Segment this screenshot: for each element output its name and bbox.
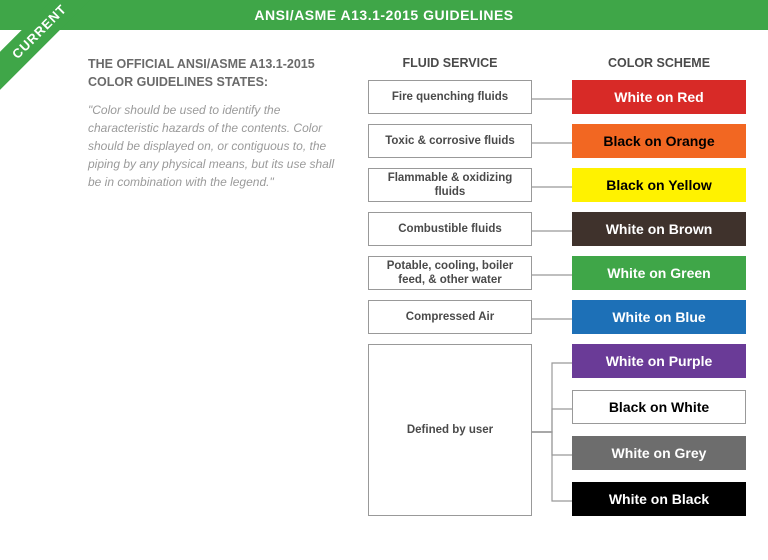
color-scheme-box: White on Grey xyxy=(572,436,746,470)
connector-svg xyxy=(532,56,572,518)
color-scheme-head: COLOR SCHEME xyxy=(572,56,746,70)
fluid-service-box: Compressed Air xyxy=(368,300,532,334)
color-scheme-box: Black on Yellow xyxy=(572,168,746,202)
color-scheme-box: Black on Orange xyxy=(572,124,746,158)
fluid-service-box: Combustible fluids xyxy=(368,212,532,246)
fluid-service-box: Toxic & corrosive fluids xyxy=(368,124,532,158)
color-scheme-box: White on Blue xyxy=(572,300,746,334)
intro-quote: "Color should be used to identify the ch… xyxy=(88,101,350,191)
fluid-service-head: FLUID SERVICE xyxy=(368,56,532,70)
fluid-service-box: Potable, cooling, boiler feed, & other w… xyxy=(368,256,532,290)
header-title: ANSI/ASME A13.1-2015 GUIDELINES xyxy=(254,7,513,23)
color-scheme-box: White on Black xyxy=(572,482,746,516)
connector-column: . xyxy=(532,56,572,516)
content: THE OFFICIAL ANSI/ASME A13.1-2015 COLOR … xyxy=(0,30,768,530)
header-bar: ANSI/ASME A13.1-2015 GUIDELINES xyxy=(0,0,768,30)
fluid-service-box: Fire quenching fluids xyxy=(368,80,532,114)
color-scheme-box: White on Green xyxy=(572,256,746,290)
diagram: FLUID SERVICE Fire quenching fluids Toxic… xyxy=(368,56,754,516)
color-scheme-column: COLOR SCHEME White on Red Black on Orange… xyxy=(572,56,746,516)
color-scheme-box: Black on White xyxy=(572,390,746,424)
intro-panel: THE OFFICIAL ANSI/ASME A13.1-2015 COLOR … xyxy=(88,56,368,516)
fluid-service-box: Flammable & oxidizing fluids xyxy=(368,168,532,202)
color-scheme-box: White on Purple xyxy=(572,344,746,378)
fluid-service-box-user: Defined by user xyxy=(368,344,532,516)
fluid-service-column: FLUID SERVICE Fire quenching fluids Toxic… xyxy=(368,56,532,516)
intro-title: THE OFFICIAL ANSI/ASME A13.1-2015 COLOR … xyxy=(88,56,350,91)
color-scheme-box: White on Red xyxy=(572,80,746,114)
color-scheme-box: White on Brown xyxy=(572,212,746,246)
